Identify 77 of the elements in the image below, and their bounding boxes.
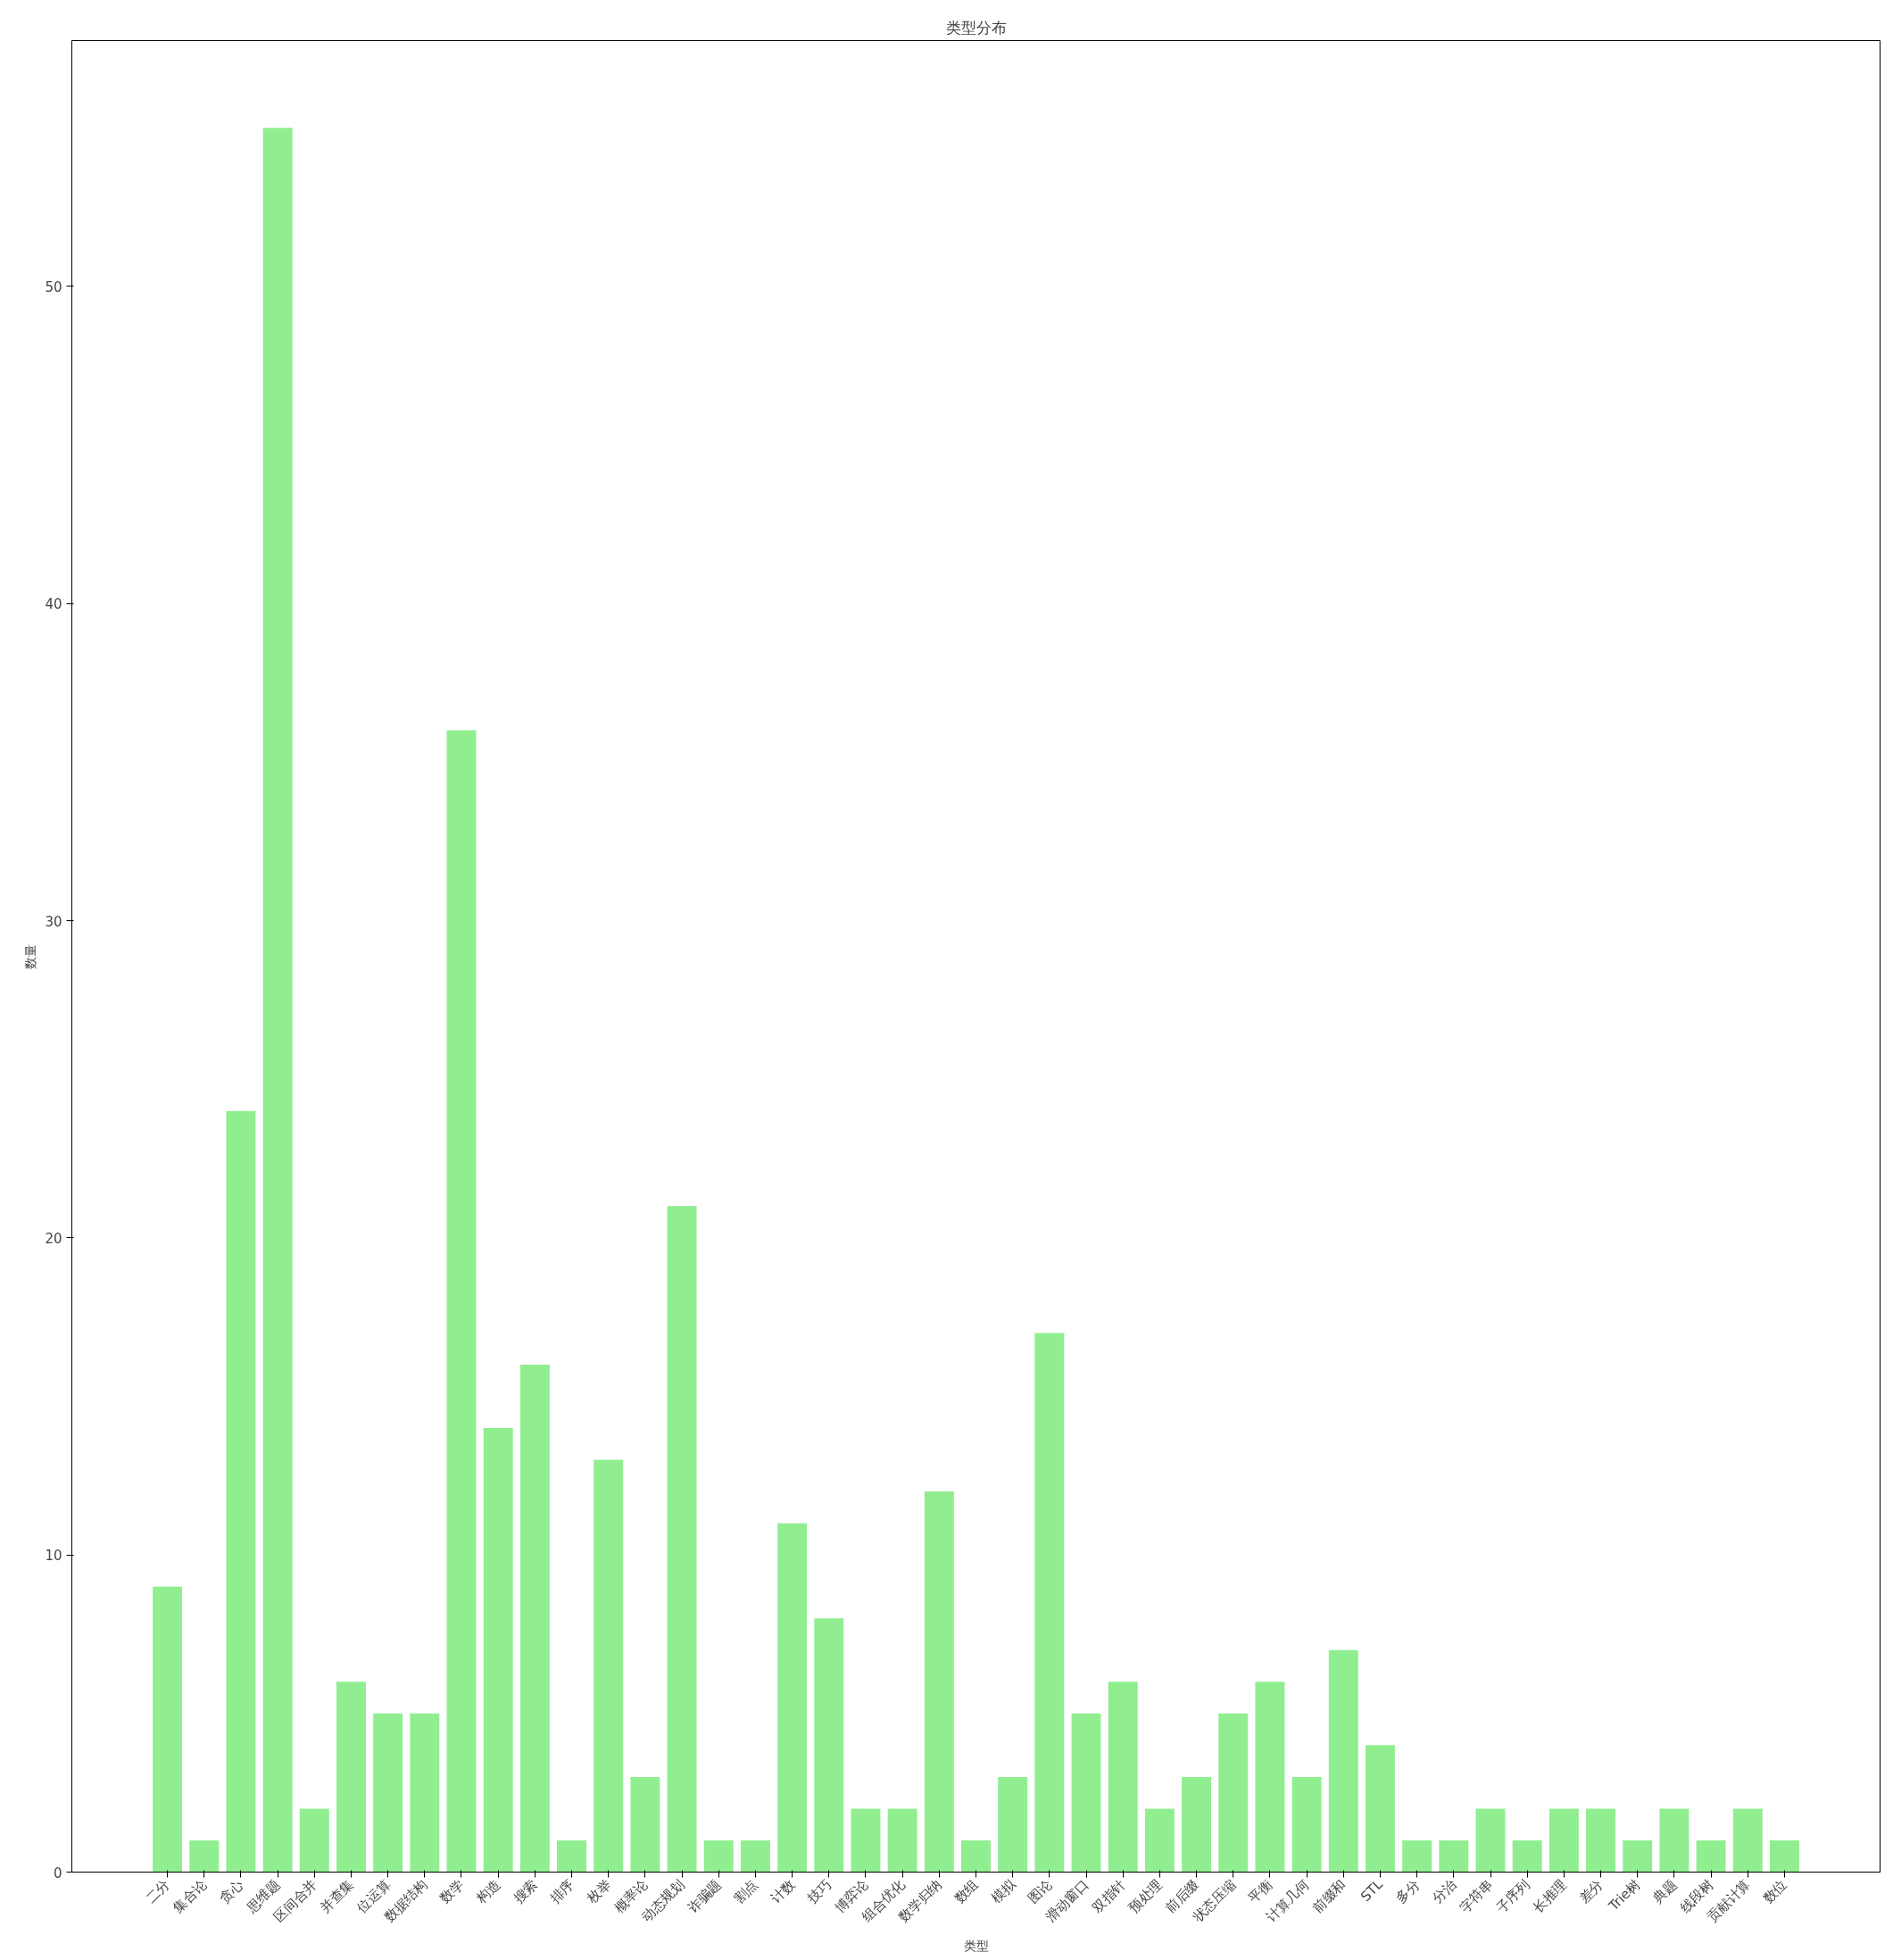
y-tick-label: 20 — [45, 1230, 62, 1247]
x-tick-label: 搜索 — [510, 1876, 541, 1907]
bar — [1696, 1840, 1726, 1873]
bar — [410, 1713, 440, 1873]
bar — [630, 1776, 660, 1873]
bar — [594, 1459, 624, 1873]
bar — [998, 1776, 1028, 1873]
bar — [519, 1364, 550, 1873]
x-tick-label: 典题 — [1649, 1876, 1681, 1907]
x-axis-title: 类型 — [963, 1938, 989, 1953]
bar — [1439, 1840, 1469, 1873]
bar — [189, 1840, 220, 1873]
x-tick-label: 技巧 — [803, 1876, 835, 1907]
bar — [851, 1808, 881, 1873]
bar — [1732, 1808, 1763, 1873]
bar — [667, 1206, 697, 1873]
y-tick-label: 40 — [45, 596, 62, 613]
bar — [961, 1840, 991, 1873]
bar — [483, 1428, 513, 1873]
bar — [373, 1713, 403, 1873]
x-tick-label: 枚举 — [583, 1876, 615, 1907]
bar — [557, 1840, 586, 1873]
x-tick-label: 诈骗题 — [685, 1876, 725, 1916]
bar — [703, 1840, 734, 1873]
bar — [1034, 1333, 1065, 1873]
bar — [1475, 1808, 1506, 1873]
bar — [1769, 1840, 1799, 1873]
bar — [1586, 1808, 1616, 1873]
bar — [1255, 1682, 1285, 1873]
bar — [1623, 1840, 1653, 1873]
x-tick-label: 计数 — [768, 1876, 798, 1907]
bar — [1182, 1776, 1212, 1873]
bar — [226, 1110, 256, 1873]
x-tick-label: 多分 — [1392, 1876, 1424, 1907]
x-tick-label: 构造 — [472, 1876, 504, 1907]
x-tick-label: 数学 — [436, 1876, 468, 1907]
bar — [1328, 1649, 1358, 1873]
bar — [1291, 1776, 1322, 1873]
bar — [814, 1618, 844, 1873]
bar — [336, 1682, 366, 1873]
x-tick-label: 差分 — [1575, 1876, 1607, 1907]
x-tick-label: 图论 — [1025, 1876, 1056, 1907]
x-tick-label: 分治 — [1429, 1876, 1460, 1907]
x-tick-label: 并查集 — [317, 1876, 357, 1916]
bar — [1659, 1808, 1690, 1873]
bar — [740, 1840, 770, 1873]
x-tick-label: 数组 — [951, 1876, 982, 1907]
x-tick-label: 平衡 — [1245, 1876, 1276, 1907]
x-tick-label: STL — [1357, 1875, 1387, 1905]
bar — [299, 1808, 329, 1873]
x-tick-label: 割点 — [730, 1876, 761, 1907]
y-tick-label: 50 — [45, 278, 62, 295]
x-tick-label: 排序 — [546, 1876, 577, 1907]
bar — [1218, 1713, 1249, 1873]
bar — [262, 128, 293, 1873]
y-tick-label: 30 — [45, 913, 62, 930]
bar — [924, 1491, 954, 1873]
bar — [1366, 1745, 1395, 1873]
bar — [777, 1523, 808, 1873]
y-axis-title: 数量 — [23, 943, 38, 969]
x-tick-label: Trie树 — [1605, 1876, 1644, 1914]
x-tick-label: 前缀和 — [1309, 1876, 1349, 1916]
x-tick-label: 贪心 — [216, 1876, 247, 1907]
bar — [887, 1808, 917, 1873]
bar — [1512, 1840, 1542, 1873]
y-tick-label: 0 — [53, 1864, 62, 1881]
chart-title: 类型分布 — [945, 18, 1007, 37]
x-tick-label: 模拟 — [988, 1875, 1019, 1907]
bar — [1071, 1713, 1101, 1873]
bar — [1548, 1808, 1579, 1873]
bar — [446, 730, 477, 1873]
bar — [153, 1586, 183, 1873]
x-tick-label: 数位 — [1759, 1876, 1790, 1907]
bar — [1144, 1808, 1175, 1873]
bar — [1108, 1682, 1138, 1873]
y-tick-label: 10 — [45, 1548, 62, 1565]
bar — [1402, 1840, 1432, 1873]
